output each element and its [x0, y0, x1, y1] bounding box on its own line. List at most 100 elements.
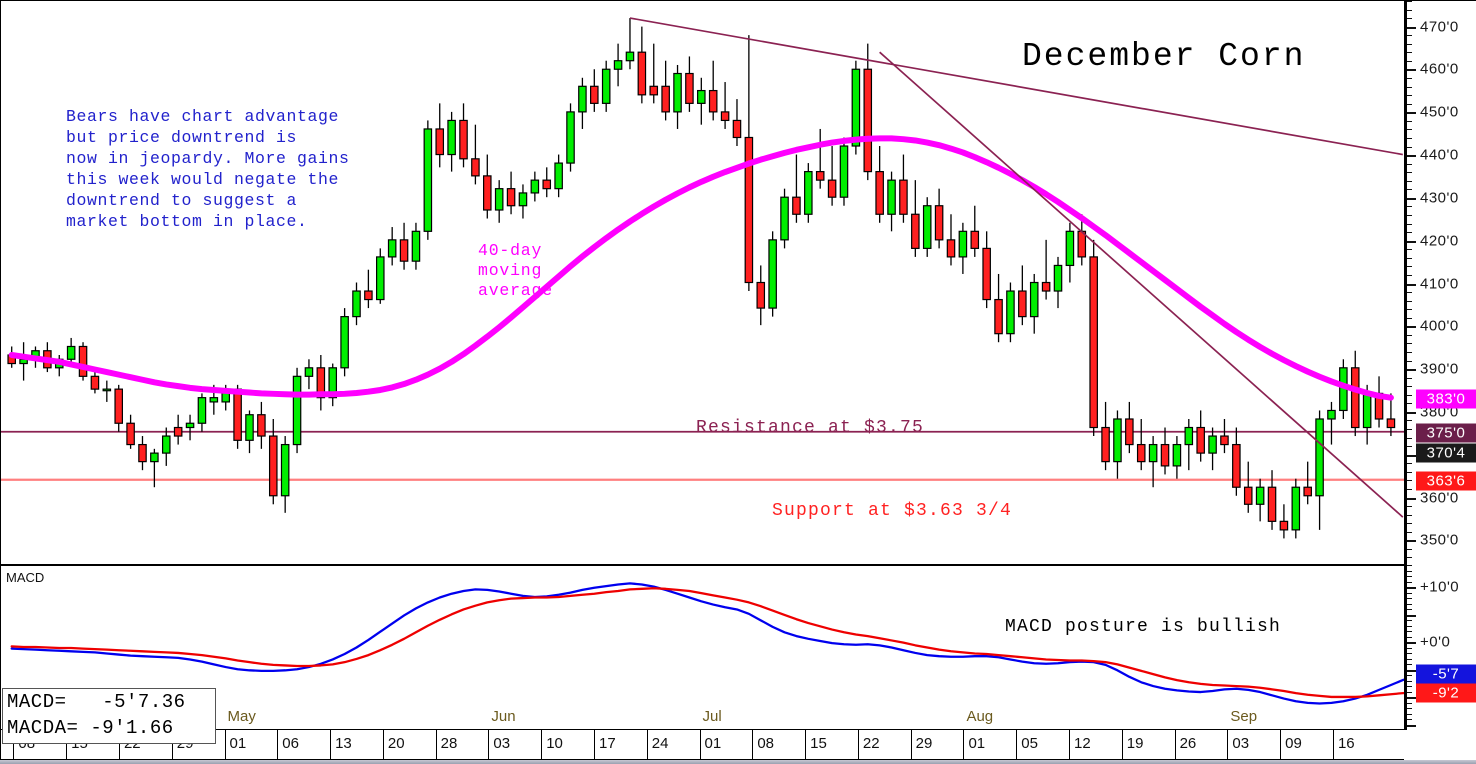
date-tick: 03: [488, 730, 541, 760]
price-tick-label: 460'0: [1420, 60, 1459, 78]
date-tick: 26: [1174, 730, 1228, 760]
macd-axis-tick: [1407, 576, 1412, 577]
price-chart-panel[interactable]: [0, 0, 1404, 565]
macd-axis-tick: [1407, 592, 1412, 594]
price-axis-tick: [1407, 232, 1412, 234]
candlestick: [911, 180, 920, 257]
price-axis-tick: [1407, 180, 1412, 182]
price-axis-tick: [1407, 120, 1412, 122]
candlestick: [732, 99, 742, 147]
macd-panel-label: MACD: [6, 570, 45, 585]
date-tick: 06: [277, 730, 330, 760]
month-label: Jul: [702, 708, 722, 725]
date-tick-label: 06: [282, 735, 299, 752]
candlestick: [506, 171, 516, 215]
candlestick: [494, 180, 504, 223]
price-marker-chip: 370'4: [1416, 443, 1476, 463]
candlestick: [934, 188, 944, 249]
candlestick: [435, 103, 445, 168]
macd-series-macd: [10, 582, 1428, 705]
date-tick: 05: [1016, 730, 1069, 760]
price-axis-tick: [1407, 274, 1412, 276]
macd-marker-chip: -9'2: [1416, 683, 1476, 703]
price-axis-tick: [1407, 129, 1412, 131]
candlestick: [399, 222, 409, 270]
macd-axis-tick: [1407, 598, 1412, 599]
price-axis-tick: [1407, 69, 1416, 72]
chart-title: December Corn: [1022, 38, 1306, 75]
price-plot-area[interactable]: [1, 1, 1404, 564]
date-tick: 16: [1332, 730, 1386, 760]
candlestick: [245, 410, 254, 454]
price-axis-tick: [1407, 223, 1412, 225]
macd-scale-axis[interactable]: +10'0 +0'0 -5'7 -9'2: [1404, 565, 1476, 731]
candlestick: [1053, 256, 1063, 309]
price-axis-tick: [1407, 523, 1412, 525]
candlestick: [518, 184, 528, 219]
price-axis-tick: [1407, 206, 1412, 208]
candlestick: [19, 342, 28, 381]
date-tick-label: 03: [1232, 735, 1250, 752]
macd-axis-tick: [1407, 680, 1412, 682]
price-axis-tick: [1407, 488, 1412, 490]
date-tick-label: 13: [335, 735, 352, 752]
date-tick-label: 15: [810, 735, 827, 752]
candlestick: [768, 231, 777, 317]
price-axis-tick: [1407, 26, 1416, 29]
candlestick: [1315, 410, 1324, 530]
candlestick: [268, 418, 278, 505]
date-tick: 01: [699, 730, 753, 760]
price-axis-tick: [1407, 403, 1412, 405]
date-tick: 13: [330, 730, 383, 760]
date-axis[interactable]: 0815222901061320280310172401081522290105…: [0, 730, 1404, 760]
price-scale-axis[interactable]: 470'0 460'0 450'0 440'0 430'0 420'0 410'0 400'0…: [1404, 0, 1476, 567]
candlestick: [804, 163, 813, 223]
price-axis-tick: [1407, 360, 1412, 362]
candlestick: [899, 154, 908, 223]
candlestick: [661, 60, 670, 121]
candlestick: [958, 222, 968, 274]
macd-axis-tick: [1407, 702, 1412, 704]
candlestick: [352, 282, 361, 326]
date-tick: 12: [1069, 730, 1122, 760]
candlestick: [138, 436, 147, 471]
candlestick: [78, 342, 88, 381]
price-axis-tick: [1407, 531, 1412, 533]
date-tick: 24: [646, 730, 700, 760]
candlestick: [126, 414, 135, 449]
macd-chart-panel[interactable]: [0, 565, 1428, 730]
price-axis-tick: [1407, 249, 1412, 251]
resistance-label: Resistance at $3.75: [696, 418, 925, 438]
candlestick: [566, 103, 575, 172]
candlestick: [173, 414, 183, 445]
candlestick: [946, 214, 956, 266]
price-axis-tick: [1407, 386, 1412, 388]
date-tick-label: 05: [1021, 735, 1038, 752]
candlestick: [54, 355, 64, 377]
candlestick: [280, 436, 290, 513]
macd-axis-tick: [1407, 664, 1412, 665]
candlestick: [292, 367, 302, 454]
support-label: Support at $3.63 3/4: [772, 501, 1013, 521]
macd-readout-box: MACD= -5'7.36 MACDA= -9'1.66: [2, 688, 216, 744]
macd-axis-tick: [1407, 653, 1412, 654]
candlestick: [685, 56, 694, 112]
price-tick-label: 450'0: [1420, 103, 1459, 121]
price-tick-label: 390'0: [1420, 360, 1459, 378]
candlestick: [982, 231, 991, 309]
macd-plot-area[interactable]: [1, 566, 1428, 729]
candlestick: [459, 103, 468, 168]
candlestick: [185, 414, 195, 441]
candlestick: [1279, 504, 1289, 539]
date-tick-label: 24: [651, 735, 669, 752]
candlestick: [756, 265, 766, 326]
price-tick-label: 470'0: [1420, 18, 1459, 36]
candlestick: [150, 448, 159, 488]
date-tick-label: 17: [598, 735, 616, 752]
macd-tick-label: +0'0: [1420, 633, 1451, 651]
macd-posture-note: MACD posture is bullish: [1005, 617, 1282, 637]
candlestick: [1291, 478, 1301, 539]
price-axis-tick: [1407, 103, 1412, 105]
macd-scale-rail: [1404, 565, 1417, 730]
